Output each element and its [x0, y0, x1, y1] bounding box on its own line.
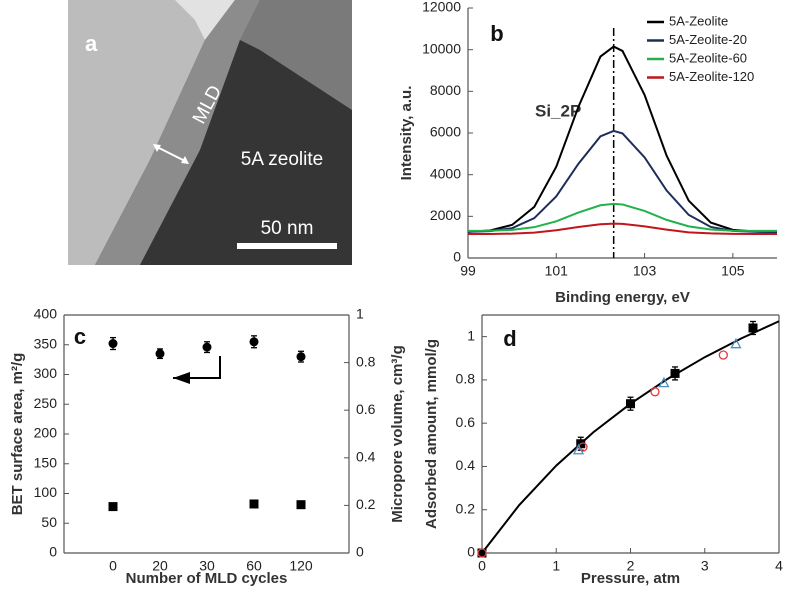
x-tick-label: 20 — [152, 558, 168, 574]
y-tick-label: 0 — [49, 544, 57, 560]
x-axis-label: Pressure, atm — [581, 570, 680, 587]
y-tick-label: 4000 — [430, 165, 461, 181]
y-tick-label: 0.2 — [456, 500, 476, 516]
y-tick-label: 10000 — [422, 40, 461, 56]
x-axis-label: Number of MLD cycles — [126, 570, 288, 587]
marker — [296, 500, 306, 510]
panel-label: c — [74, 324, 86, 349]
arrow — [154, 145, 188, 163]
marker — [477, 548, 487, 558]
legend-label: 5A-Zeolite — [669, 13, 728, 28]
x-tick-label: 120 — [289, 558, 313, 574]
x-tick-label: 103 — [633, 263, 657, 279]
y-tick-label: 8000 — [430, 82, 461, 98]
marker — [572, 443, 585, 455]
y2-tick-label: 1 — [356, 306, 364, 322]
series-line — [467, 129, 778, 233]
series-line — [481, 320, 780, 554]
marker — [249, 337, 259, 347]
marker — [108, 502, 118, 512]
x-tick-label: 2 — [627, 558, 635, 574]
y-tick-label: 50 — [41, 514, 57, 530]
y-tick-label: 12000 — [422, 0, 461, 15]
panel-label: b — [490, 21, 503, 46]
marker — [249, 499, 259, 509]
y-tick-label: 100 — [34, 484, 58, 500]
mld-layer — [95, 0, 260, 265]
y2-tick-label: 0.2 — [356, 496, 376, 512]
marker — [730, 337, 742, 349]
arrow-head — [153, 144, 161, 152]
marker — [650, 387, 660, 397]
y2-tick-label: 0.4 — [356, 449, 376, 465]
y-tick-label: 0.6 — [456, 414, 476, 430]
marker — [108, 339, 118, 349]
marker — [658, 376, 670, 388]
y-tick-label: 0 — [453, 249, 461, 265]
marker — [748, 323, 758, 333]
annotation: Si_2P — [535, 101, 581, 120]
legend-label: 5A-Zeolite-120 — [669, 69, 754, 84]
y-tick-label: 0 — [467, 544, 475, 560]
arrow-head — [181, 156, 189, 164]
x-axis-label: Binding energy, eV — [555, 289, 690, 306]
x-tick-label: 30 — [199, 558, 215, 574]
marker — [626, 399, 635, 409]
marker — [296, 352, 306, 362]
x-tick-label: 60 — [246, 558, 262, 574]
y-tick-label: 400 — [34, 306, 58, 322]
y-tick-label: 350 — [34, 335, 58, 351]
x-tick-label: 0 — [478, 558, 486, 574]
arrow — [203, 356, 221, 379]
series-line — [467, 45, 778, 233]
y2-tick-label: 0 — [356, 544, 364, 560]
y-tick-label: 0.8 — [456, 371, 476, 387]
y2-tick-label: 0.8 — [356, 353, 376, 369]
y-tick-label: 1 — [467, 327, 475, 343]
x-tick-label: 4 — [775, 558, 783, 574]
legend-label: 5A-Zeolite-20 — [669, 32, 747, 47]
y-axis-label: Adsorbed amount, mmol/g — [423, 339, 440, 529]
marker — [477, 548, 487, 558]
annotation: 5A zeolite — [241, 149, 323, 170]
legend-label: 5A-Zeolite-60 — [669, 50, 747, 65]
region — [68, 0, 205, 265]
series-line — [467, 202, 777, 232]
y-tick-label: 0.4 — [456, 457, 476, 473]
x-tick-label: 1 — [552, 558, 560, 574]
y-tick-label: 150 — [34, 454, 58, 470]
marker — [155, 349, 165, 359]
y2-tick-label: 0.6 — [356, 401, 376, 417]
marker — [202, 342, 212, 352]
panel-label: d — [503, 326, 516, 351]
annotation: 50 nm — [261, 218, 314, 239]
y2-axis-label: Micropore volume, cm³/g — [389, 345, 406, 523]
marker — [670, 368, 680, 378]
micrograph: a MLD 5A zeolite 50 nm — [68, 0, 352, 265]
x-tick-label: 0 — [109, 558, 117, 574]
y-tick-label: 2000 — [430, 207, 461, 223]
zeolite-region — [140, 40, 352, 265]
y-tick-label: 200 — [34, 425, 58, 441]
panel-label: a — [85, 31, 98, 56]
y-tick-label: 300 — [34, 365, 58, 381]
y-axis-label: BET surface area, m²/g — [9, 353, 26, 516]
x-tick-label: 3 — [701, 558, 709, 574]
x-tick-label: 101 — [545, 263, 569, 279]
x-tick-label: 105 — [721, 263, 745, 279]
scale-bar — [237, 243, 337, 249]
y-tick-label: 250 — [34, 395, 58, 411]
x-tick-label: 99 — [460, 263, 476, 279]
series-line — [468, 222, 777, 236]
y-tick-label: 6000 — [430, 124, 461, 140]
marker — [718, 350, 728, 360]
region — [175, 0, 235, 40]
y-axis-label: Intensity, a.u. — [398, 86, 415, 181]
